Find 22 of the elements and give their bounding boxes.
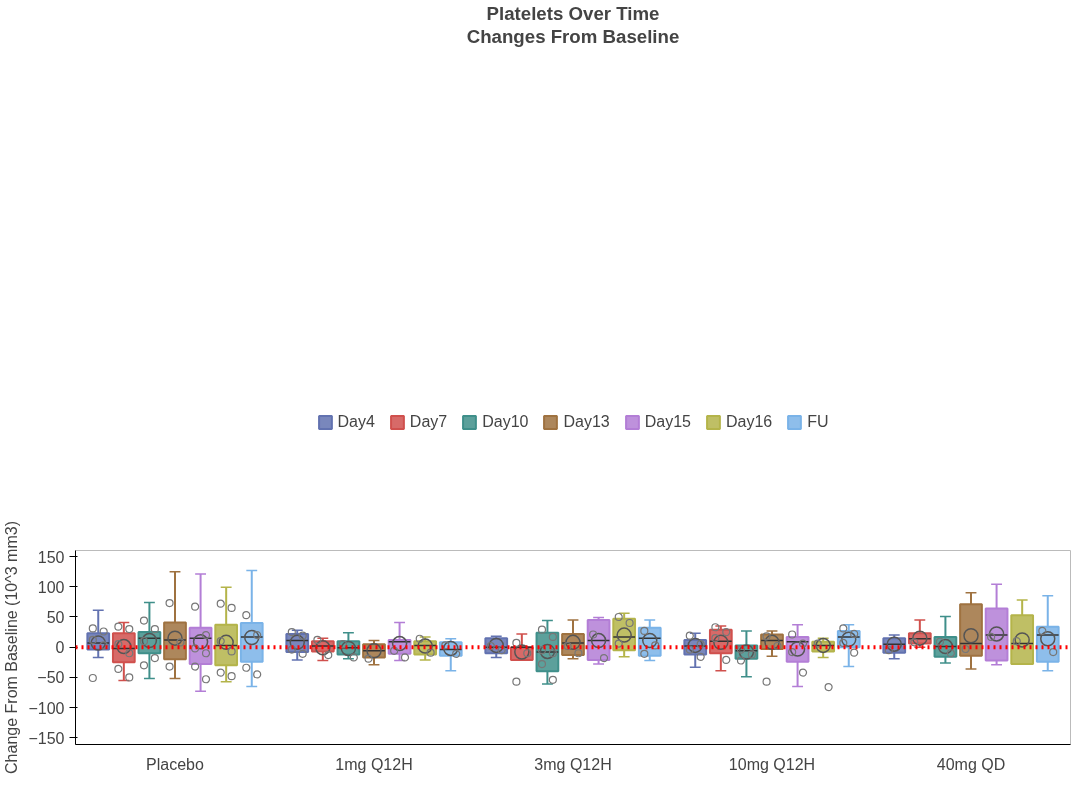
x-tick-label: 40mg QD (936, 755, 1006, 773)
y-tick-label: −100 (28, 699, 65, 717)
x-tick-label: 3mg Q12H (534, 755, 612, 773)
y-tick-label: 150 (37, 548, 65, 566)
x-tick-label: 1mg Q12H (335, 755, 413, 773)
chart-title: Platelets Over Time (486, 2, 660, 24)
y-tick-label: −50 (37, 669, 65, 687)
legend-label: FU (807, 412, 829, 431)
legend-label: Day16 (725, 412, 773, 431)
chart-subtitle: Changes From Baseline (466, 25, 680, 47)
legend-label: Day10 (482, 412, 529, 431)
legend-label: Day4 (337, 412, 375, 431)
x-tick-label: Placebo (146, 755, 205, 773)
legend-label: Day7 (409, 412, 448, 431)
y-axis-title: Change From Baseline (10^3 mm3) (3, 521, 21, 774)
legend-label: Day15 (644, 412, 691, 431)
y-tick-label: 0 (55, 639, 65, 657)
x-tick-label: 10mg Q12H (728, 755, 816, 773)
y-tick-label: 50 (46, 608, 65, 626)
y-tick-label: −150 (28, 729, 65, 747)
y-tick-label: 100 (37, 578, 65, 596)
legend-label: Day13 (563, 412, 610, 431)
